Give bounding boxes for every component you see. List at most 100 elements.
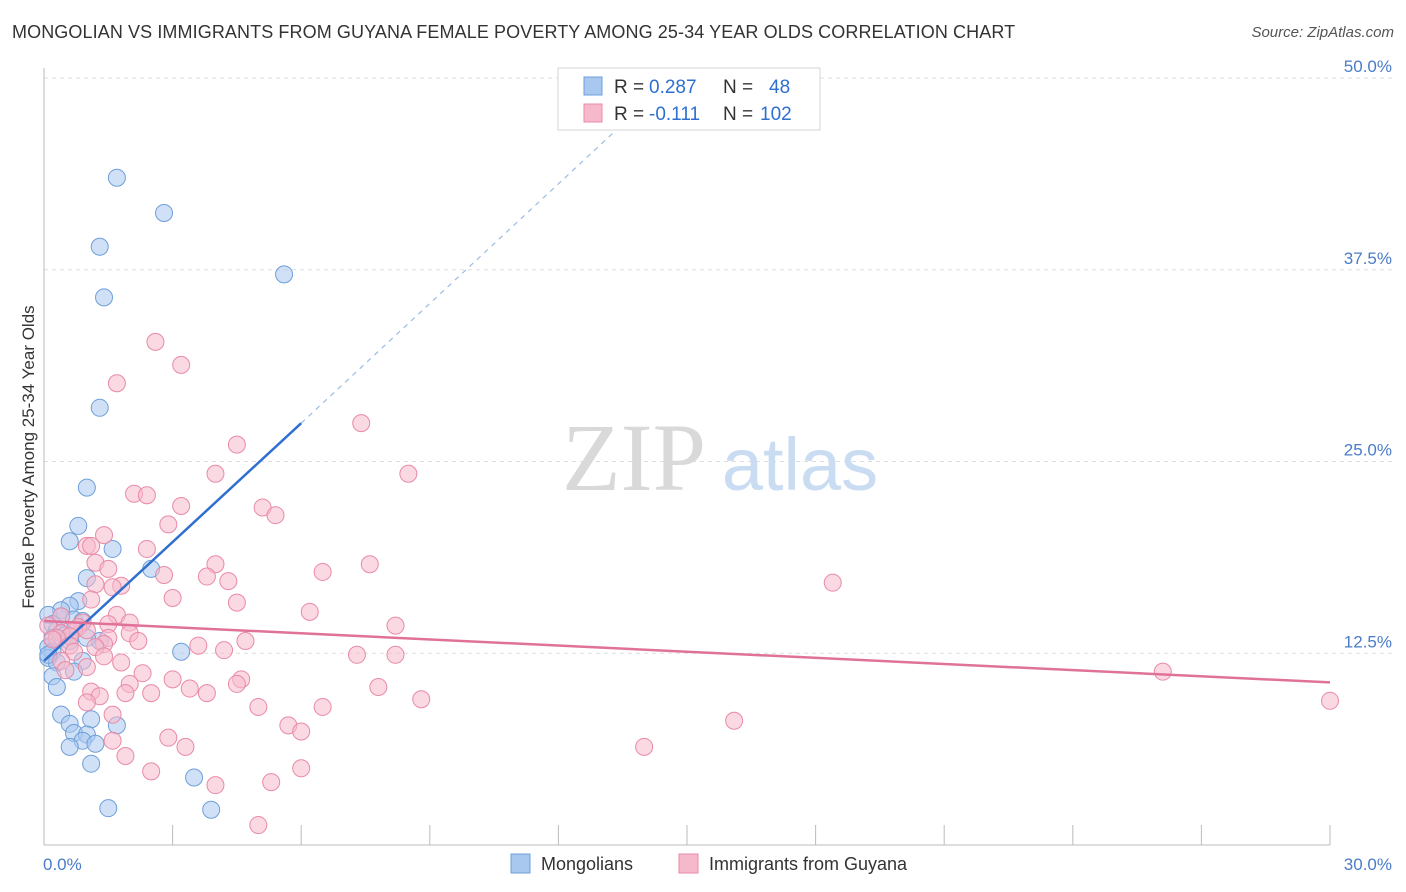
- guyana-point: [386, 645, 405, 664]
- mongolian-point: [99, 799, 118, 818]
- y-axis-label: Female Poverty Among 25-34 Year Olds: [19, 305, 38, 608]
- guyana-point: [99, 559, 118, 578]
- guyana-point: [227, 435, 246, 454]
- guyana-point: [266, 506, 285, 525]
- guyana-point: [142, 684, 161, 703]
- guyana-point: [163, 670, 182, 689]
- guyana-point: [219, 572, 238, 591]
- series-legend-label-mongolians: Mongolians: [541, 854, 633, 874]
- legend-swatch-blue: [583, 76, 603, 96]
- guyana-point: [725, 711, 744, 730]
- mongolian-point: [60, 737, 79, 756]
- guyana-point: [159, 728, 178, 747]
- guyana-point: [206, 776, 225, 795]
- mongolian-point: [185, 768, 204, 787]
- series-legend-swatch-pink: [678, 853, 699, 874]
- guyana-point: [82, 536, 101, 555]
- guyana-point: [172, 355, 191, 374]
- mongolians-trend-extension: [300, 123, 624, 424]
- legend-r-value-1: 0.287: [649, 77, 697, 98]
- guyana-point: [77, 658, 96, 677]
- guyana-point: [129, 631, 148, 650]
- guyana-point: [262, 773, 281, 792]
- guyana-point: [360, 555, 379, 574]
- guyana-point: [352, 414, 371, 433]
- guyana-point: [116, 684, 135, 703]
- guyana-point: [77, 693, 96, 712]
- guyana-point: [823, 573, 842, 592]
- guyana-point: [1321, 691, 1339, 710]
- legend-r-value-2: -0.111: [649, 104, 700, 125]
- guyana-point: [95, 526, 114, 545]
- guyana-point: [292, 759, 311, 778]
- guyana-point: [236, 631, 255, 650]
- guyana-point: [133, 664, 152, 683]
- mongolian-point: [202, 800, 221, 819]
- mongolian-point: [77, 478, 96, 497]
- guyana-point: [159, 515, 178, 534]
- x-tick-label-max: 30.0%: [1344, 855, 1392, 874]
- grid-layer: [44, 77, 1392, 654]
- series-legend: Mongolians Immigrants from Guyana: [510, 853, 908, 874]
- guyana-point: [347, 645, 366, 664]
- guyana-point: [95, 647, 114, 666]
- guyana-point: [146, 332, 165, 351]
- x-tick-label-min: 0.0%: [43, 855, 82, 874]
- watermark-zip: ZIP: [562, 404, 706, 511]
- guyana-point: [300, 602, 319, 621]
- mongolian-point: [69, 516, 88, 535]
- mongolian-point: [86, 734, 105, 753]
- guyana-point: [142, 762, 161, 781]
- guyana-point: [172, 496, 191, 515]
- legend-r-label-2: R =: [614, 104, 644, 125]
- y-tick-label: 50.0%: [1344, 57, 1392, 76]
- guyana-points: [39, 332, 1339, 835]
- mongolian-point: [172, 642, 191, 661]
- guyana-point: [249, 697, 268, 716]
- mongolians-points: [39, 168, 294, 819]
- guyana-point: [249, 816, 268, 835]
- watermark-atlas: atlas: [722, 423, 878, 506]
- y-tick-label: 25.0%: [1344, 441, 1392, 460]
- legend-n-label-2: N =: [723, 104, 753, 125]
- legend-n-label-1: N =: [723, 77, 753, 98]
- guyana-point: [176, 737, 195, 756]
- series-legend-label-guyana: Immigrants from Guyana: [709, 854, 908, 874]
- guyana-point: [197, 567, 216, 586]
- mongolian-point: [47, 677, 66, 696]
- guyana-point: [399, 464, 418, 483]
- guyana-point: [163, 589, 182, 608]
- mongolian-point: [275, 265, 294, 284]
- legend-r-label-1: R =: [614, 77, 644, 98]
- guyana-point: [56, 661, 75, 680]
- stats-legend: R = 0.287 N = 48 R = -0.111 N = 102: [557, 67, 821, 131]
- source-label: Source: ZipAtlas.com: [1251, 24, 1394, 41]
- legend-swatch-pink: [583, 103, 603, 123]
- guyana-point: [197, 684, 216, 703]
- guyana-point: [386, 616, 405, 635]
- guyana-point: [103, 705, 122, 724]
- guyana-point: [43, 630, 62, 649]
- guyana-point: [369, 677, 388, 696]
- axis-layer: 12.5% 25.0% 37.5% 50.0% 0.0% 30.0%: [43, 57, 1392, 874]
- mongolian-point: [103, 539, 122, 558]
- guyana-point: [103, 731, 122, 750]
- mongolian-point: [82, 710, 101, 729]
- guyana-point: [116, 747, 135, 766]
- guyana-point: [313, 697, 332, 716]
- mongolian-point: [107, 168, 126, 187]
- guyana-point: [86, 575, 105, 594]
- trend-layer: [43, 123, 1331, 684]
- guyana-point: [65, 642, 84, 661]
- guyana-point: [227, 674, 246, 693]
- guyana-point: [155, 566, 174, 585]
- guyana-point: [82, 590, 101, 609]
- mongolian-point: [90, 398, 109, 417]
- guyana-point: [112, 653, 131, 672]
- guyana-point: [137, 539, 156, 558]
- y-tick-label: 12.5%: [1344, 632, 1392, 651]
- guyana-point: [1153, 662, 1172, 681]
- series-legend-swatch-blue: [510, 853, 531, 874]
- mongolians-trend-line: [43, 422, 303, 662]
